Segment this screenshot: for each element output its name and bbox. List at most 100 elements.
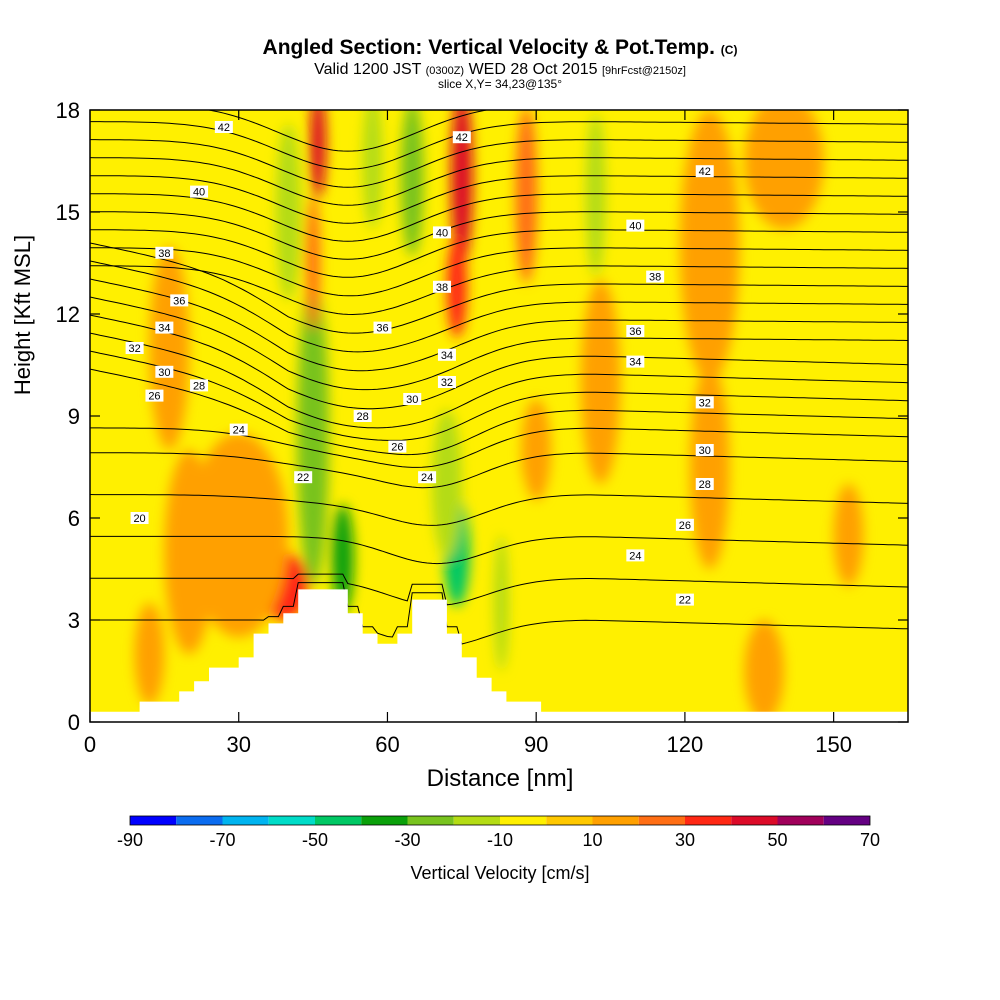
contour-label: 32 — [437, 376, 456, 389]
contour-label-bg — [388, 440, 407, 453]
contour-label: 30 — [155, 365, 174, 379]
contour-label: 34 — [437, 348, 456, 362]
contour-label-bg — [695, 165, 714, 178]
contour-label: 22 — [675, 593, 694, 607]
contour-label-bg — [190, 379, 209, 392]
contour-label: 24 — [626, 549, 645, 562]
contour-label-bg — [145, 389, 164, 402]
theta-contour-line — [90, 332, 908, 429]
colorbar-swatch — [777, 816, 824, 825]
chart-title-unit: (C) — [720, 43, 738, 57]
velocity-cell — [679, 110, 740, 382]
contour-label-bg — [432, 280, 451, 293]
theta-contour-line — [90, 242, 908, 334]
colorbar-tick-label: 70 — [860, 830, 880, 850]
theta-contour-line — [206, 110, 490, 152]
theta-contour-line — [90, 265, 908, 316]
colorbar-swatch — [638, 816, 685, 825]
contour-label: 28 — [695, 478, 714, 491]
theta-contour-line — [90, 278, 908, 372]
x-tick-label: 90 — [524, 732, 548, 757]
contour-label-text: 26 — [148, 391, 160, 403]
contour-label: 22 — [294, 471, 313, 484]
velocity-cell — [306, 195, 321, 331]
colorbar-tick-label: 10 — [582, 830, 602, 850]
velocity-cell — [689, 365, 730, 569]
colorbar-frame — [129, 815, 871, 826]
contour-label-bg — [675, 593, 694, 606]
velocity-cell — [521, 399, 552, 501]
contour-label-text: 24 — [421, 472, 433, 484]
theta-contour-line — [90, 582, 908, 645]
contour-label-text: 32 — [699, 397, 711, 409]
colorbar-tick-label: -70 — [209, 830, 235, 850]
y-tick-label: 18 — [56, 98, 80, 123]
contour-label-text: 28 — [357, 411, 369, 423]
contour-label: 42 — [214, 121, 233, 134]
contour-label-text: 30 — [699, 445, 711, 457]
contour-label-bg — [353, 410, 372, 422]
theta-contour-line — [90, 350, 908, 441]
theta-contour-line — [90, 211, 908, 260]
theta-contour-line — [90, 193, 908, 242]
contour-label-bg — [155, 321, 174, 334]
contour-label-text: 40 — [629, 221, 641, 233]
x-tick-label: 150 — [815, 732, 852, 757]
contour-label-bg — [452, 131, 471, 144]
contour-label-text: 22 — [679, 595, 691, 607]
contour-label-bg — [214, 121, 233, 133]
velocity-cell — [134, 603, 165, 705]
velocity-cell — [310, 110, 326, 199]
theta-contour-line — [90, 229, 908, 278]
valid-date: WED 28 Oct 2015 — [468, 61, 598, 78]
contour-label: 40 — [626, 219, 645, 233]
contour-label-text: 42 — [218, 122, 230, 134]
contour-label: 20 — [130, 512, 149, 525]
theta-contour-line — [90, 175, 908, 224]
colorbar-tick-label: -90 — [117, 830, 143, 850]
colorbar-tick-label: -30 — [394, 830, 420, 850]
contour-label-text: 36 — [376, 323, 388, 335]
theta-contour-line — [90, 368, 908, 456]
contour-label-bg — [125, 342, 144, 354]
contour-label: 30 — [403, 393, 422, 406]
velocity-cell — [297, 280, 329, 586]
theta-contour-line — [90, 260, 908, 353]
contour-label: 32 — [125, 342, 144, 355]
contour-label: 38 — [155, 246, 174, 260]
y-tick-label: 9 — [68, 404, 80, 429]
contour-label-text: 34 — [158, 323, 170, 335]
contour-label: 30 — [695, 444, 714, 457]
contour-label-bg — [626, 219, 645, 232]
valid-prefix: Valid 1200 JST — [314, 61, 422, 78]
contour-label-text: 32 — [441, 377, 453, 389]
contour-label: 26 — [388, 440, 407, 454]
contour-label-bg — [229, 423, 248, 436]
colorbar-swatch — [130, 816, 177, 825]
x-tick-label: 30 — [226, 732, 250, 757]
contour-label: 26 — [145, 389, 164, 403]
contour-label: 36 — [626, 325, 645, 338]
contour-label-text: 40 — [436, 227, 448, 239]
velocity-cell — [744, 620, 785, 722]
contour-label-bg — [373, 321, 392, 334]
x-tick-label: 0 — [84, 732, 96, 757]
velocity-cell — [515, 110, 538, 284]
x-axis-label: Distance [nm] — [426, 765, 574, 792]
velocity-cell — [164, 450, 214, 654]
contour-label-bg — [626, 549, 645, 562]
colorbar-label: Vertical Velocity [cm/s] — [410, 863, 590, 883]
colorbar-tick-label: -50 — [302, 830, 328, 850]
velocity-cell — [275, 123, 301, 301]
contour-label-text: 38 — [158, 248, 170, 260]
velocity-cell — [571, 501, 590, 637]
colorbar-swatch — [823, 816, 870, 825]
contour-label: 40 — [190, 185, 209, 199]
contour-label-text: 24 — [233, 425, 245, 437]
contour-label-text: 30 — [406, 394, 418, 406]
contour-label-bg — [675, 518, 694, 531]
forecast-info: [9hrFcst@2150z] — [601, 65, 686, 77]
contour-label: 34 — [155, 321, 174, 335]
contour-label-text: 22 — [297, 472, 309, 484]
contour-label-text: 24 — [629, 550, 641, 562]
